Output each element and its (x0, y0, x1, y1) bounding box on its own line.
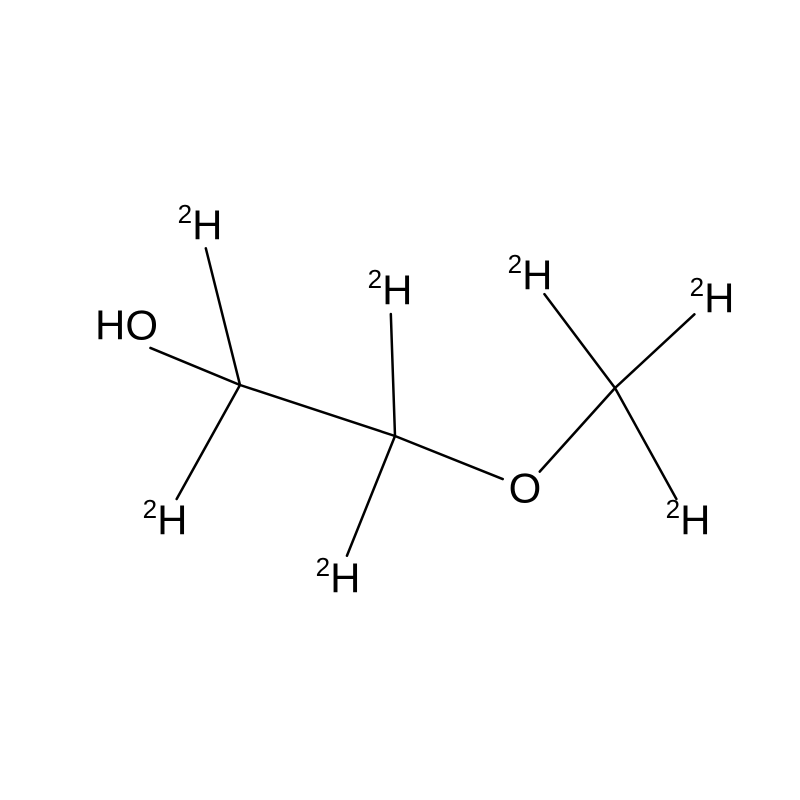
bond (391, 314, 395, 436)
atom-H7: 2H (666, 494, 711, 544)
atom-H2: 2H (143, 494, 188, 544)
atoms-group: HO O 2H 2H 2H 2H 2H 2H 2H (95, 199, 734, 602)
bond (395, 436, 503, 479)
bond (540, 388, 615, 472)
bond (206, 248, 240, 385)
bond (177, 385, 240, 499)
atom-H6: 2H (690, 272, 735, 322)
atom-H1: 2H (178, 199, 223, 249)
bond (150, 348, 240, 385)
bond (544, 294, 615, 388)
molecule-diagram: HO O 2H 2H 2H 2H 2H 2H 2H (0, 0, 800, 800)
atom-H4: 2H (316, 552, 361, 602)
bonds-group (150, 248, 694, 555)
atom-H3: 2H (368, 264, 413, 314)
atom-O: O (509, 465, 542, 512)
bond (347, 436, 395, 556)
bond (615, 314, 694, 388)
bond (240, 385, 395, 436)
atom-H5: 2H (508, 249, 553, 299)
bond (615, 388, 676, 499)
atom-HO: HO (95, 302, 158, 349)
